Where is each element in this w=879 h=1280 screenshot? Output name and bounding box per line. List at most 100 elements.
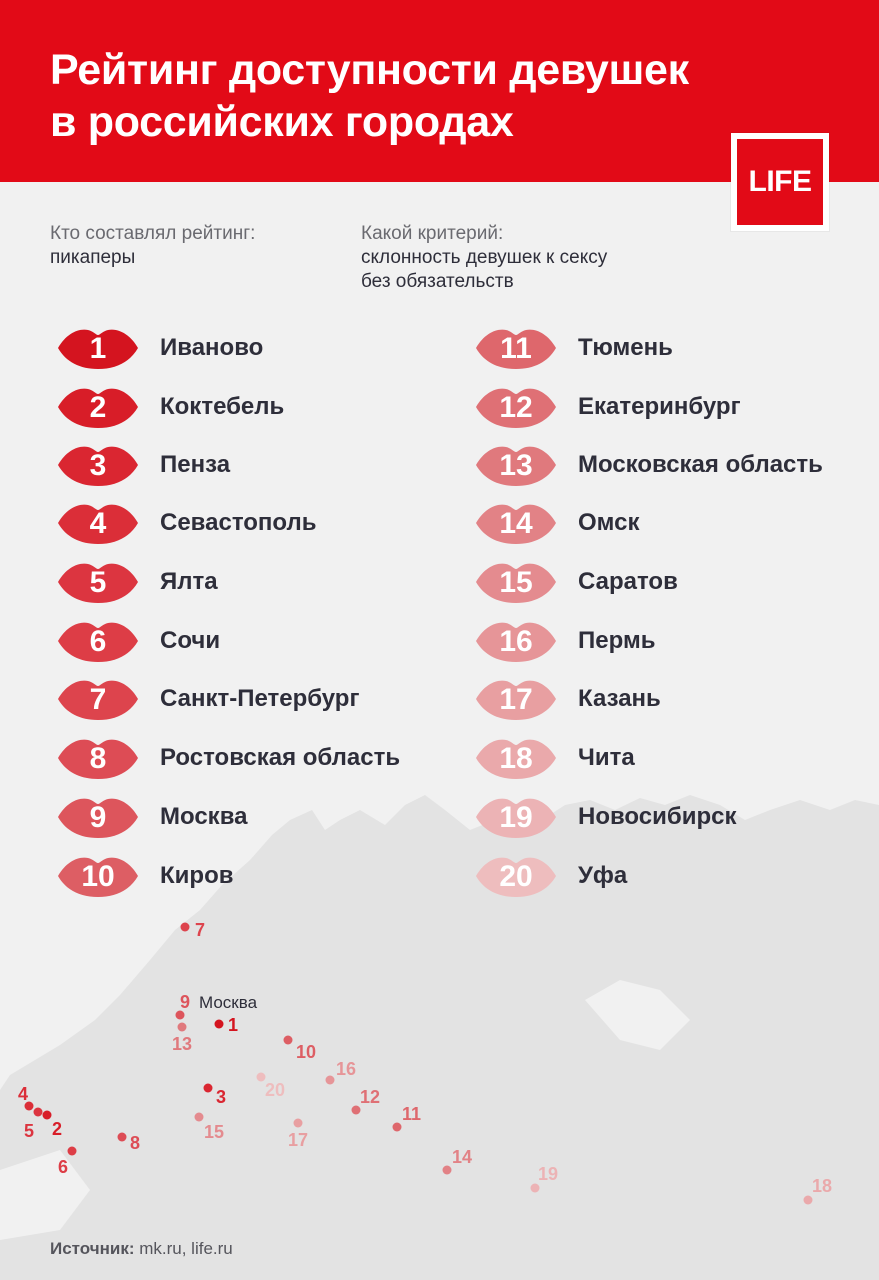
title-line-1: Рейтинг доступности девушек [50,46,689,94]
lips-icon [474,560,558,604]
ranking-city: Киров [160,862,234,889]
map-marker-label-15: 15 [204,1122,224,1142]
lips-icon [474,501,558,545]
map-marker-9: 9 [175,992,190,1020]
ranking-city: Коктебель [160,393,285,420]
ranking-number: 15 [499,566,533,599]
ranking-number: 7 [89,683,107,716]
ranking-number: 19 [499,801,533,834]
ranking-number: 8 [89,742,107,775]
map-marker-label-16: 16 [336,1059,356,1079]
ranking-number: 16 [499,625,533,658]
ranking-city: Пенза [160,451,231,478]
who-compiled-label: Кто составлял рейтинг: [50,223,256,244]
map-marker-3: 3 [203,1083,226,1107]
ranking-number: 20 [499,860,533,893]
lips-icon [56,560,140,604]
ranking-number: 6 [89,625,107,658]
map-sea-notch-1 [585,980,690,1050]
ranking-number: 3 [89,449,107,482]
ranking-city: Омск [578,509,640,536]
map-marker-label-11: 11 [402,1104,421,1124]
map-marker-label-8: 8 [130,1133,140,1153]
map-marker-20: 20 [256,1072,285,1100]
map-marker-14: 14 [442,1147,472,1175]
ranking-number: 17 [499,683,533,716]
map-marker-label-4: 4 [18,1084,28,1104]
title-line-2: в российских городах [50,98,514,146]
map-marker-label-14: 14 [452,1147,472,1167]
ranking-number: 5 [89,566,107,599]
ranking-number: 4 [89,507,107,540]
ranking-city: Московская область [578,451,823,478]
ranking-number: 1 [89,332,107,365]
ranking-city: Иваново [160,334,264,361]
ranking-number: 9 [89,801,107,834]
map-marker-16: 16 [325,1059,356,1085]
source-label: Источник: [50,1239,135,1258]
lips-icon [56,501,140,545]
map-marker-19: 19 [530,1164,558,1193]
ranking-number: 18 [499,742,533,775]
who-compiled-value: пикаперы [50,247,136,268]
map-marker-label-19: 19 [538,1164,558,1184]
lips-icon [474,795,558,839]
ranking-city: Ростовская область [160,744,401,771]
map-marker-8: 8 [117,1132,140,1153]
ranking-number: 12 [499,391,533,424]
lips-icon [56,854,140,898]
life-logo: LIFE [731,133,829,231]
map-marker-label-3: 3 [216,1087,226,1107]
ranking-city: Пермь [578,627,656,654]
source-note: Источник: mk.ru, life.ru [50,1239,233,1259]
map-marker-15: 15 [194,1112,224,1142]
lips-icon [474,619,558,663]
ranking-city: Севастополь [160,509,317,536]
map-moscow-label: Москва [199,993,258,1012]
lips-icon [56,443,140,487]
ranking-city: Уфа [578,862,628,889]
who-compiled-block: Кто составлял рейтинг: пикаперы [50,222,340,270]
source-value: mk.ru, life.ru [139,1239,233,1258]
lips-icon [474,385,558,429]
page-title: Рейтинг доступности девушек в российских… [50,44,770,148]
map-marker-label-13: 13 [172,1034,192,1054]
map-marker-2: 2 [42,1110,62,1139]
map-marker-17: 17 [288,1118,308,1150]
map-land-shape [0,795,879,1280]
criteria-value-line-2: без обязательств [361,271,514,292]
map-marker-label-10: 10 [296,1042,316,1062]
lips-icon [56,677,140,721]
ranking-city: Чита [578,744,635,771]
criteria-value-line-1: склонность девушек к сексу [361,247,608,268]
lips-icon [56,795,140,839]
ranking-city: Сочи [160,627,221,654]
life-logo-text: LIFE [737,139,823,225]
ranking-number: 10 [81,860,115,893]
map-marker-label-9: 9 [180,992,190,1012]
lips-icon [56,736,140,780]
map-marker-label-12: 12 [360,1087,380,1107]
russia-map: 7 9 Москва 1 13 10 16 20 3 12 11 15 17 8… [0,795,879,1280]
ranking-city: Екатеринбург [578,393,741,420]
lips-icon [474,443,558,487]
ranking-city: Саратов [578,568,678,595]
lips-icon [474,736,558,780]
map-marker-4: 4 [18,1084,34,1111]
map-marker-label-6: 6 [58,1157,68,1177]
ranking-number: 13 [499,449,533,482]
map-marker-label-7: 7 [195,920,205,940]
ranking-city: Тюмень [578,334,673,361]
ranking-city: Москва [160,803,248,830]
map-marker-label-18: 18 [812,1176,832,1196]
ranking-number: 11 [500,332,532,365]
map-marker-label-1: 1 [228,1015,238,1035]
map-marker-12: 12 [351,1087,380,1115]
map-marker-1: 1 [214,1015,238,1035]
map-marker-11: 11 [392,1104,421,1132]
criteria-block: Какой критерий: склонность девушек к сек… [361,222,701,294]
ranking-number: 14 [499,507,533,540]
map-marker-18: 18 [803,1176,832,1205]
ranking-city: Санкт-Петербург [160,685,360,712]
ranking-number: 2 [89,391,107,424]
